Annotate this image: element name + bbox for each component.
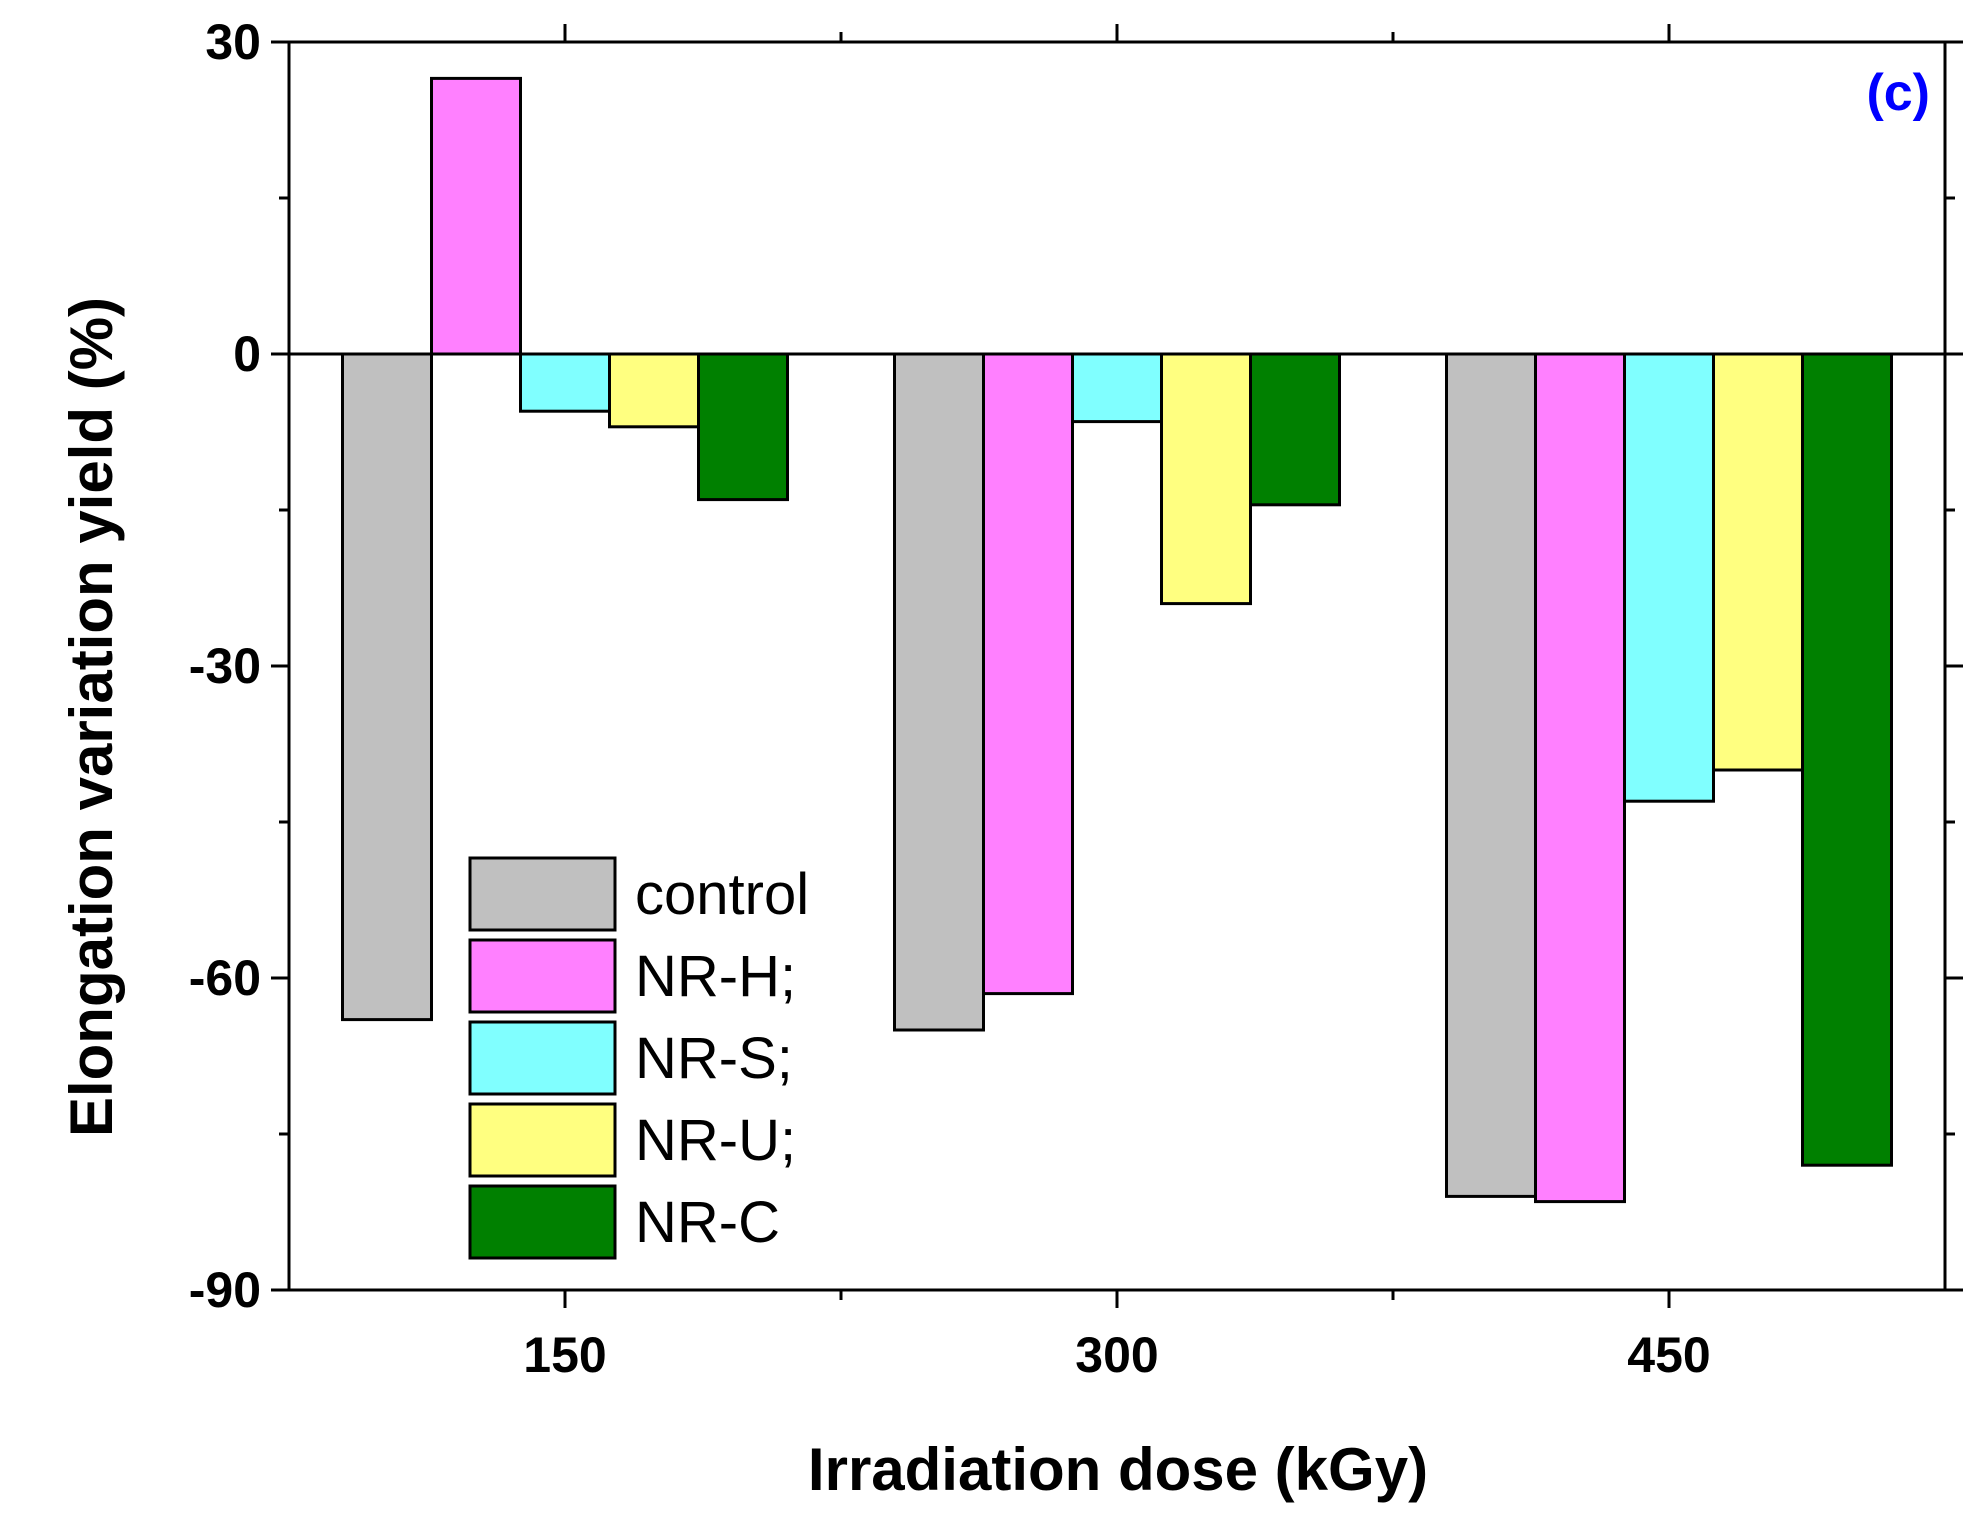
y-axis-title: Elongation variation yield (%) [58,297,125,1137]
legend: control NR-H; NR-S; NR-U; NR-C [468,856,809,1260]
bar-nr-s-150 [519,352,611,413]
legend-swatch-control [468,856,617,932]
bar-control-300 [893,352,985,1032]
legend-swatch-nr-c [468,1184,617,1260]
bar-control-150 [341,352,433,1022]
legend-label-nr-u: NR-U; [635,1108,796,1173]
x-tick-label: 300 [1075,1327,1158,1383]
bar-nr-u-150 [608,352,700,429]
y-tick-label: 30 [205,14,261,70]
bar-nr-h-150 [430,76,522,356]
bar-nr-u-450 [1712,352,1804,772]
legend-swatch-nr-u [468,1102,617,1178]
bar-nr-h-450 [1534,352,1626,1204]
legend-label-nr-s: NR-S; [635,1026,793,1091]
bar-nr-s-300 [1071,352,1163,424]
y-tick-label: -90 [189,1262,261,1318]
y-tick-label: -30 [189,638,261,694]
x-axis: 150 300 450 [523,24,1711,1383]
legend-label-nr-c: NR-C [635,1190,780,1255]
y-tick-label: 0 [233,326,261,382]
bar-nr-h-300 [982,352,1074,996]
y-tick-label: -60 [189,950,261,1006]
bar-nr-c-300 [1249,352,1341,507]
legend-swatch-nr-s [468,1020,617,1096]
y-axis: 30 0 -30 -60 -90 [189,14,1963,1318]
bar-nr-s-450 [1623,352,1715,803]
x-tick-label: 150 [523,1327,606,1383]
legend-label-nr-h: NR-H; [635,944,796,1009]
bar-nr-c-150 [697,352,789,502]
legend-swatch-nr-h [468,938,617,1014]
x-tick-label: 450 [1627,1327,1710,1383]
panel-label: (c) [1866,64,1930,122]
bar-nr-c-450 [1801,352,1893,1167]
bar-nr-u-300 [1160,352,1252,606]
legend-label-control: control [635,862,809,927]
bar-control-450 [1445,352,1537,1198]
bars-group [341,76,1893,1204]
x-axis-title: Irradiation dose (kGy) [808,1436,1428,1503]
